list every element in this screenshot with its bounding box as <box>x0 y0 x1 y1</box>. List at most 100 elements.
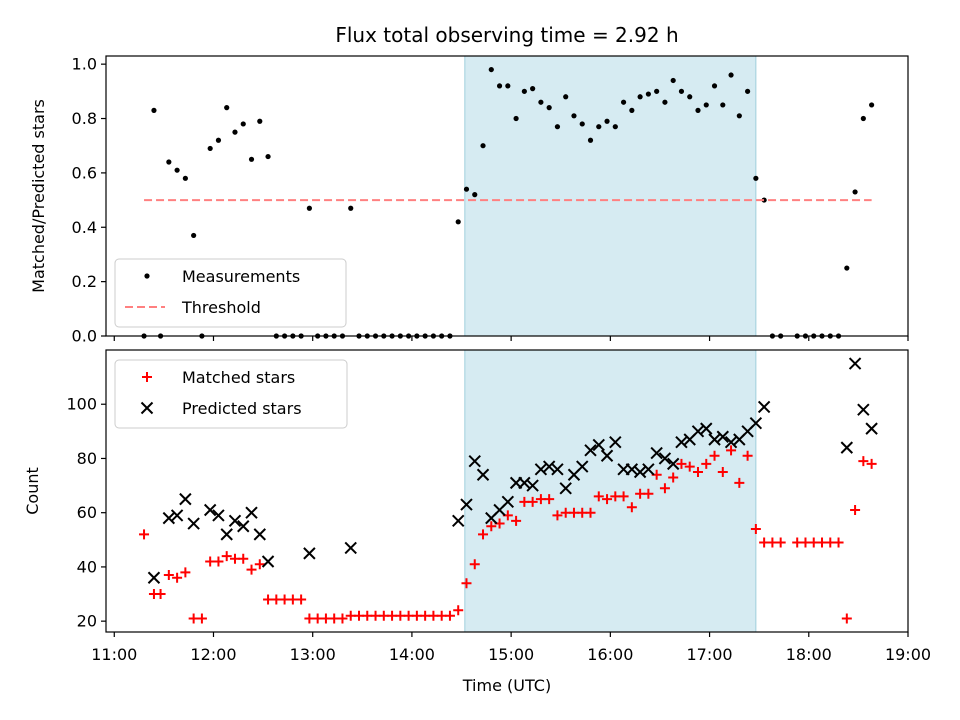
matched-star-point <box>701 458 712 469</box>
legend-label: Predicted stars <box>182 399 302 418</box>
legend-swatch <box>144 273 150 279</box>
predicted-star-point <box>162 511 176 525</box>
measurement-point <box>869 102 875 108</box>
measurement-point <box>521 88 527 94</box>
bottom-panel: 20 40 60 80 100 11:00 12:00 13:00 14:00 15:00 16:0… <box>23 349 931 695</box>
matched-star-point <box>337 613 348 624</box>
matched-star-point <box>742 450 753 461</box>
top-chart-title: Flux total observing time = 2.92 h <box>335 23 678 47</box>
top-y-axis-label: Matched/Predicted stars <box>29 99 48 293</box>
matched-star-point <box>478 529 489 540</box>
measurement-point <box>455 219 461 225</box>
bottom-axes-frame <box>105 349 909 633</box>
measurement-point <box>488 66 494 73</box>
predicted-star-point <box>460 498 473 511</box>
measurement-point <box>174 167 180 173</box>
predicted-star-point <box>658 452 672 465</box>
x-tick-label: 15:00 <box>488 645 534 664</box>
measurement-point <box>728 72 734 78</box>
measurement-point <box>753 175 759 181</box>
predicted-star-point <box>840 441 854 454</box>
predicted-star-point <box>592 438 605 452</box>
predicted-star-point <box>757 400 771 414</box>
matched-star-point <box>602 494 613 505</box>
predicted-star-point <box>542 460 556 473</box>
measurement-point <box>736 113 742 119</box>
predicted-star-point <box>170 509 184 522</box>
matched-star-point <box>626 502 637 513</box>
measurement-point <box>571 113 577 119</box>
measurement-point <box>745 88 751 94</box>
matched-star-point <box>676 458 687 469</box>
measurement-point <box>645 91 651 97</box>
predicted-star-point <box>675 435 688 449</box>
measurement-point <box>248 156 255 162</box>
measurement-point <box>761 197 767 203</box>
matched-star-point <box>196 613 207 624</box>
predicted-star-point <box>609 435 622 449</box>
predicted-star-point <box>865 422 878 435</box>
measurement-point <box>587 137 594 143</box>
measurement-point <box>538 99 544 105</box>
measurement-point <box>563 94 569 100</box>
top-panel: 0.0 0.2 0.4 0.6 0.8 1.0 Matched/Predicted star… <box>29 55 909 346</box>
predicted-star-point <box>468 454 481 468</box>
measurement-point <box>530 86 536 92</box>
measurement-point <box>687 94 693 100</box>
measurement-point <box>224 105 230 111</box>
legend-swatch <box>142 372 152 382</box>
x-tick-label: 16:00 <box>587 645 633 664</box>
measurement-point <box>505 83 511 89</box>
predicted-star-point <box>228 514 242 528</box>
predicted-star-point <box>857 403 870 416</box>
top-axes-frame <box>105 55 909 337</box>
predicted-star-point <box>749 417 763 430</box>
legend-label: Threshold <box>181 298 261 317</box>
matched-star-point <box>180 567 191 578</box>
measurement-point <box>207 145 213 152</box>
matched-star-point <box>544 494 555 505</box>
measurement-point <box>191 232 197 239</box>
measurement-point <box>215 137 222 143</box>
matched-star-point <box>717 467 728 478</box>
predicted-star-point <box>691 425 705 438</box>
matched-star-point <box>734 477 745 488</box>
matched-star-point <box>709 450 720 461</box>
measurement-point <box>695 107 701 113</box>
measurement-point <box>579 121 585 127</box>
legend-label: Measurements <box>182 267 300 286</box>
predicted-star-point <box>261 555 275 568</box>
predicted-star-point <box>633 465 647 479</box>
predicted-star-point <box>452 514 465 528</box>
predicted-star-point <box>303 547 316 560</box>
matched-star-point <box>213 556 224 567</box>
predicted-star-point <box>700 422 713 435</box>
matched-star-point <box>850 504 861 515</box>
x-tick-label: 19:00 <box>885 645 931 664</box>
x-axis-label: Time (UTC) <box>462 676 551 695</box>
measurement-point <box>232 129 238 135</box>
y-tick-label: 80 <box>77 449 97 468</box>
y-tick-label: 0.8 <box>72 109 97 128</box>
measurement-point <box>166 159 172 165</box>
matched-star-point <box>659 483 670 494</box>
measurement-point <box>182 175 188 181</box>
matched-star-point <box>238 553 249 564</box>
x-tick-label: 11:00 <box>91 645 137 664</box>
measurement-point <box>703 102 709 108</box>
predicted-star-point <box>518 476 531 490</box>
y-tick-label: 40 <box>77 557 97 576</box>
measurement-point <box>612 124 618 130</box>
matched-star-point <box>618 491 629 502</box>
y-tick-label: 0.6 <box>72 163 97 182</box>
matched-star-point <box>221 551 232 562</box>
measurement-point <box>720 102 726 108</box>
measurement-point <box>629 107 635 113</box>
y-tick-label: 100 <box>66 395 97 414</box>
matched-star-point <box>585 507 596 518</box>
matched-star-point <box>453 605 464 616</box>
measurement-point <box>546 105 552 111</box>
matched-star-point <box>469 559 480 570</box>
measurement-point <box>472 192 478 198</box>
